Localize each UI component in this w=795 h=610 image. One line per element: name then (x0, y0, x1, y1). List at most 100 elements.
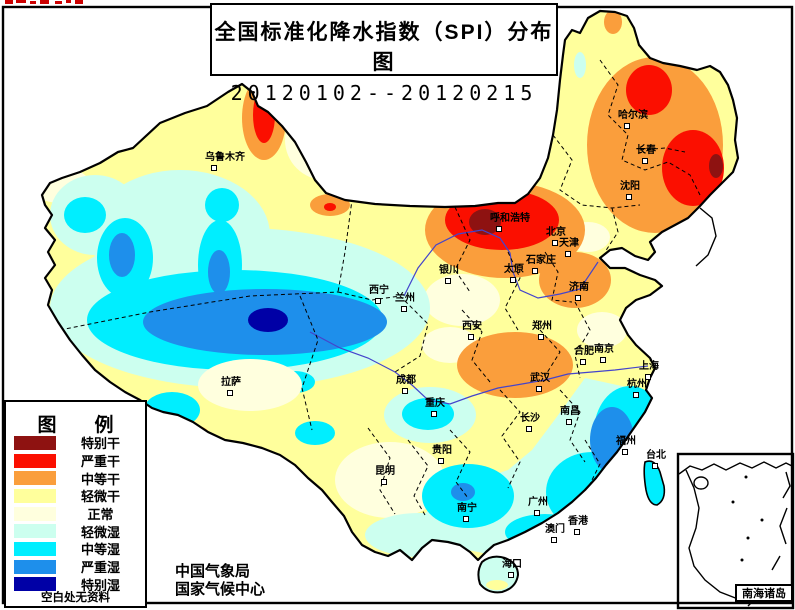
city-label: 济南 (569, 283, 589, 301)
city-marker (534, 510, 540, 516)
city-label: 昆明 (375, 467, 395, 485)
legend-swatch (14, 559, 56, 574)
city-marker (580, 359, 586, 365)
city-marker (622, 449, 628, 455)
legend-swatch (14, 488, 56, 503)
legend-swatch (14, 524, 56, 539)
legend-swatch (14, 541, 56, 556)
legend-swatch (14, 471, 56, 486)
legend-label: 轻微干 (80, 489, 120, 505)
legend-label: 特别湿 (80, 577, 120, 593)
city-label: 兰州 (395, 294, 415, 312)
map-title-box: 全国标准化降水指数（SPI）分布图 20120102--20120215 (210, 3, 558, 105)
city-label: 武汉 (530, 374, 550, 392)
city-label: 西安 (462, 322, 482, 340)
city-label: 南京 (594, 345, 614, 363)
city-marker (624, 123, 630, 129)
legend-label: 特别干 (80, 436, 120, 452)
city-marker (401, 306, 407, 312)
legend-label: 正常 (87, 507, 114, 523)
city-marker (551, 537, 557, 543)
legend-item: 中等干 (6, 469, 145, 487)
legend-footnote: 空白处无资料 (41, 592, 110, 604)
city-marker (381, 479, 387, 485)
city-label: 哈尔滨 (618, 111, 648, 129)
city-marker (508, 572, 514, 578)
city-marker (574, 529, 580, 535)
city-marker (645, 374, 651, 380)
city-marker (565, 251, 571, 257)
city-label: 广州 (528, 498, 548, 516)
province-borders (59, 59, 701, 516)
city-marker (227, 390, 233, 396)
city-label: 北京 (546, 228, 566, 246)
city-label: 郑州 (532, 322, 552, 340)
city-marker (652, 463, 658, 469)
city-label: 杭州 (627, 380, 647, 398)
city-label: 上海 (639, 362, 659, 380)
clipped-red-watermark (5, 0, 83, 4)
city-marker (445, 278, 451, 284)
city-marker (626, 194, 632, 200)
city-marker (532, 268, 538, 274)
inset-caption: 南海诸岛 (735, 584, 793, 602)
city-label: 拉萨 (221, 378, 241, 396)
city-label: 长春 (636, 146, 656, 164)
city-marker (600, 357, 606, 363)
credits-center: 国家气候中心 (175, 581, 266, 598)
legend-label: 严重干 (80, 454, 120, 470)
legend-item: 中等湿 (6, 540, 145, 558)
credits: 中国气象局 国家气候中心 (175, 563, 265, 599)
city-label: 长沙 (520, 414, 540, 432)
city-marker (526, 426, 532, 432)
city-marker (211, 165, 217, 171)
legend-item: 轻微干 (6, 487, 145, 505)
city-marker (375, 298, 381, 304)
city-marker (642, 158, 648, 164)
city-label: 石家庄 (526, 256, 556, 274)
city-label: 重庆 (425, 399, 445, 417)
city-label: 香港 (568, 517, 588, 535)
city-marker (402, 388, 408, 394)
legend-item: 轻微湿 (6, 522, 145, 540)
legend-swatch (14, 435, 56, 450)
korea-coastline (695, 207, 717, 267)
legend-item: 正常 (6, 505, 145, 523)
city-label: 成都 (396, 376, 416, 394)
city-label: 贵阳 (432, 446, 452, 464)
city-label: 银川 (439, 266, 459, 284)
legend-item: 严重湿 (6, 558, 145, 576)
city-label: 西宁 (369, 286, 389, 304)
china-outline (40, 9, 740, 562)
city-marker (496, 226, 502, 232)
city-marker (431, 411, 437, 417)
legend-label: 轻微湿 (80, 524, 120, 540)
city-marker (575, 295, 581, 301)
city-label: 南昌 (560, 407, 580, 425)
city-marker (468, 334, 474, 340)
legend-box: 图 例 特别干严重干 中等干轻微干正常 轻微湿中等湿严重湿 特别湿 空白处无资料 (4, 400, 147, 608)
legend-items: 特别干严重干 中等干轻微干正常 轻微湿中等湿严重湿 特别湿 (6, 434, 145, 593)
legend-swatch (14, 453, 56, 468)
city-label: 澳门 (545, 525, 565, 543)
city-marker (552, 240, 558, 246)
city-label: 海口 (502, 560, 522, 578)
city-label: 天津 (559, 239, 579, 257)
legend-item: 严重干 (6, 452, 145, 470)
city-marker (463, 516, 469, 522)
map-date-range: 20120102--20120215 (230, 81, 538, 105)
city-label: 呼和浩特 (490, 214, 530, 232)
yellow-river (403, 229, 599, 299)
city-marker (536, 386, 542, 392)
city-marker (538, 334, 544, 340)
legend-label: 中等湿 (80, 542, 120, 558)
city-label: 沈阳 (620, 182, 640, 200)
legend-label: 严重湿 (80, 560, 120, 576)
map-title: 全国标准化降水指数（SPI）分布图 (214, 21, 554, 74)
legend-title: 图 例 (37, 415, 114, 436)
city-marker (633, 392, 639, 398)
legend-label: 中等干 (80, 471, 120, 487)
legend-item: 特别干 (6, 434, 145, 452)
